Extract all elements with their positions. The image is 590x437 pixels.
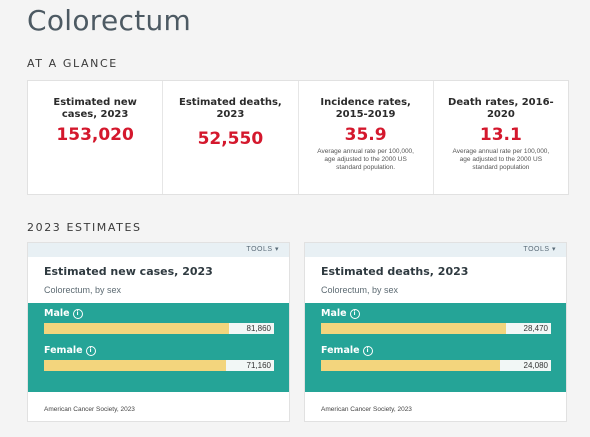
card-source: American Cancer Society, 2023 xyxy=(321,406,412,413)
page-title: Colorectum xyxy=(27,4,192,37)
new-cases-chart-card: TOOLS ▾ Estimated new cases, 2023 Colore… xyxy=(27,242,290,422)
deaths-chart-card: TOOLS ▾ Estimated deaths, 2023 Colorectu… xyxy=(304,242,567,422)
estimates-section-heading: 2023 ESTIMATES xyxy=(27,221,142,234)
card-subtitle: Colorectum, by sex xyxy=(321,285,399,295)
at-a-glance-panel: Estimated new cases, 2023 153,020 Estima… xyxy=(27,80,569,195)
info-icon[interactable]: i xyxy=(72,309,83,319)
bar-male[interactable]: 28,470 xyxy=(321,323,551,334)
tools-menu-button[interactable]: TOOLS ▾ xyxy=(523,246,556,253)
stat-card-deaths: Estimated deaths, 2023 52,550 xyxy=(163,81,299,194)
stat-label: Death rates, 2016-2020 xyxy=(448,97,554,120)
bar-chart: Male i 81,860 Female i 71,160 xyxy=(28,303,289,392)
bar-fill xyxy=(321,360,500,371)
stat-value: 52,550 xyxy=(197,129,264,149)
bar-chart: Male i 28,470 Female i 24,080 xyxy=(305,303,566,392)
stat-value: 13.1 xyxy=(479,125,522,145)
stat-label: Estimated new cases, 2023 xyxy=(53,97,137,120)
tools-bar: TOOLS ▾ xyxy=(305,243,566,257)
stat-note: Average annual rate per 100,000, age adj… xyxy=(317,148,414,171)
bar-value: 81,860 xyxy=(229,323,274,334)
bar-label-male: Male i xyxy=(321,308,360,319)
stat-note: Average annual rate per 100,000, age adj… xyxy=(452,148,550,171)
stat-card-death-rates: Death rates, 2016-2020 13.1 Average annu… xyxy=(434,81,568,194)
stat-value: 153,020 xyxy=(56,125,134,145)
bar-female[interactable]: 71,160 xyxy=(44,360,274,371)
info-icon[interactable]: i xyxy=(85,346,96,356)
bar-female[interactable]: 24,080 xyxy=(321,360,551,371)
bar-label-male: Male i xyxy=(44,308,83,319)
bar-fill xyxy=(44,323,253,334)
info-icon[interactable]: i xyxy=(349,309,360,319)
bar-value: 24,080 xyxy=(500,360,551,371)
stat-value: 35.9 xyxy=(344,125,387,145)
card-subtitle: Colorectum, by sex xyxy=(44,285,122,295)
bar-value: 71,160 xyxy=(226,360,274,371)
info-icon[interactable]: i xyxy=(362,346,373,356)
card-title: Estimated new cases, 2023 xyxy=(44,265,213,278)
bar-male[interactable]: 81,860 xyxy=(44,323,274,334)
stat-label: Estimated deaths, 2023 xyxy=(179,97,282,120)
tools-menu-button[interactable]: TOOLS ▾ xyxy=(246,246,279,253)
bar-fill xyxy=(44,360,226,371)
bar-fill xyxy=(321,323,532,334)
stat-card-new-cases: Estimated new cases, 2023 153,020 xyxy=(28,81,164,194)
bar-label-female: Female i xyxy=(44,345,96,356)
tools-bar: TOOLS ▾ xyxy=(28,243,289,257)
card-title: Estimated deaths, 2023 xyxy=(321,265,469,278)
bar-label-female: Female i xyxy=(321,345,373,356)
card-source: American Cancer Society, 2023 xyxy=(44,406,135,413)
stat-card-incidence-rates: Incidence rates, 2015-2019 35.9 Average … xyxy=(299,81,434,194)
glance-section-heading: AT A GLANCE xyxy=(27,57,118,70)
stat-label: Incidence rates, 2015-2019 xyxy=(320,97,411,120)
bar-value: 28,470 xyxy=(506,323,551,334)
